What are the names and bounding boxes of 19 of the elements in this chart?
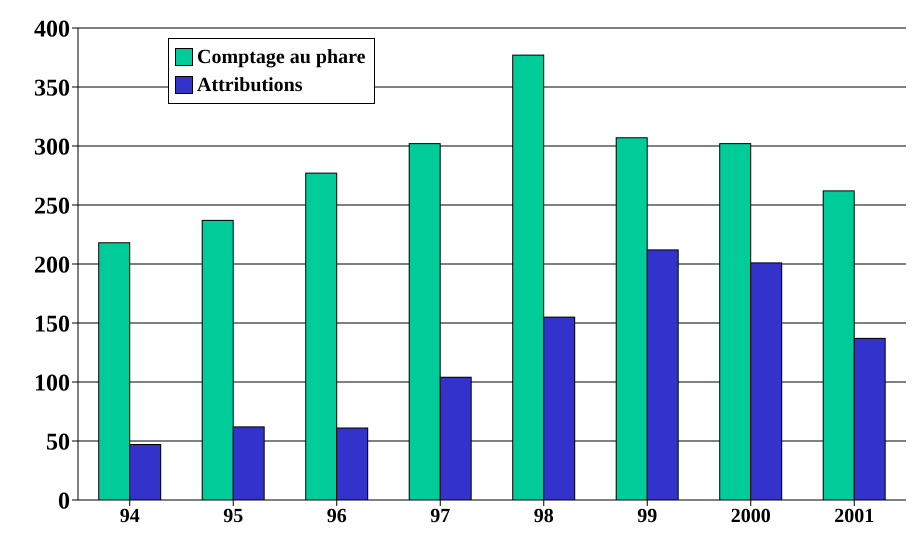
x-tick-label: 99 [637,505,658,528]
y-tick-label: 0 [58,488,70,515]
y-tick-label: 350 [34,76,70,102]
legend-label: Attributions [197,73,303,98]
x-tick-label: 97 [430,505,450,528]
y-tick-label: 250 [34,194,70,220]
x-tick-label: 96 [326,505,347,528]
y-tick-label: 50 [46,430,70,456]
y-tick-label: 400 [34,16,70,43]
x-tick-label: 2001 [834,505,874,528]
y-tick-label: 150 [34,312,70,338]
x-tick-label: 98 [534,505,554,528]
x-tick-label: 2000 [730,505,771,528]
legend-label: Comptage au phare [197,45,366,70]
x-tick-label: 95 [223,505,244,528]
x-tick-label: 94 [120,505,140,528]
y-tick-label: 200 [34,252,70,279]
y-tick-label: 300 [34,134,70,161]
y-tick-label: 100 [34,370,70,397]
